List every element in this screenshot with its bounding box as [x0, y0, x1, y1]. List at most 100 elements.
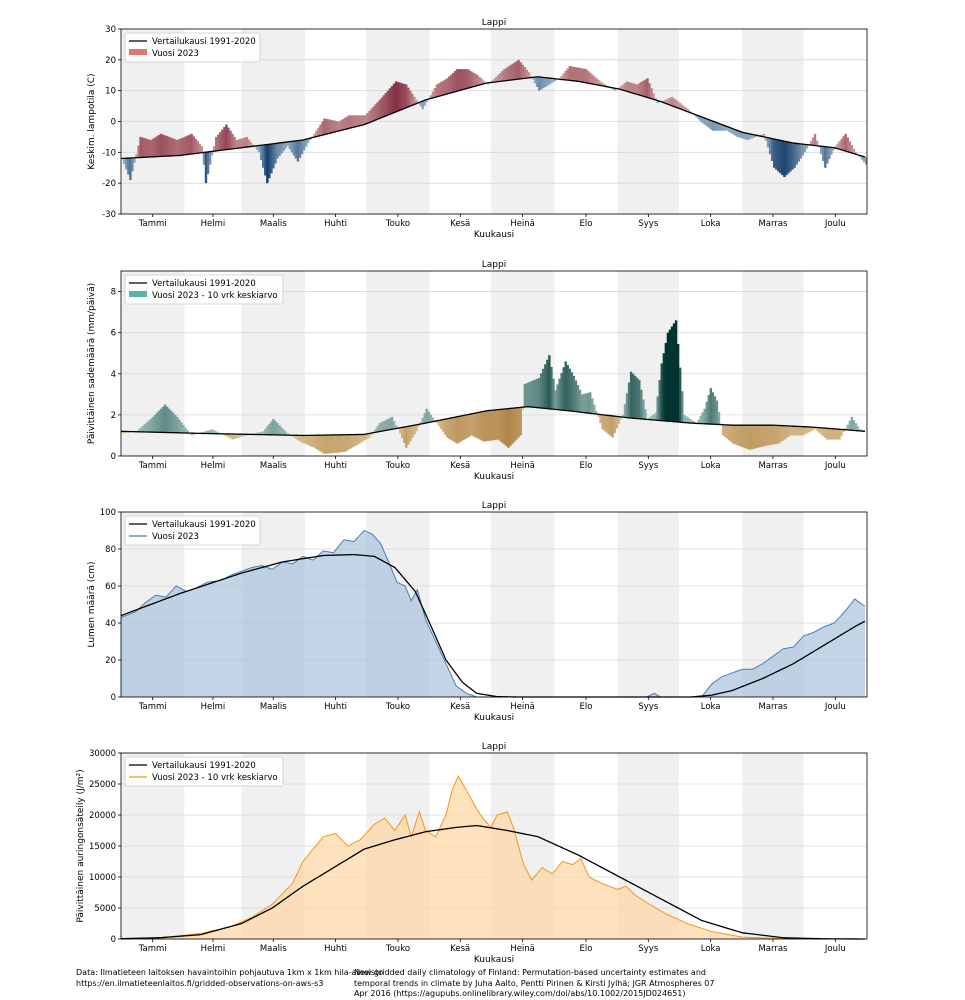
anomaly-bar	[280, 427, 283, 435]
legend-reference-label: Vertailukausi 1991-2020	[152, 520, 256, 530]
anomaly-bar	[286, 142, 289, 147]
anomaly-bar	[233, 434, 236, 439]
anomaly-bar	[182, 424, 185, 433]
anomaly-bar	[617, 87, 621, 89]
anomaly-bar	[364, 115, 367, 125]
anomaly-bar	[734, 425, 737, 445]
anomaly-bar	[723, 125, 727, 131]
anomaly-bar	[161, 406, 165, 433]
anomaly-bar	[419, 102, 422, 107]
year-area	[121, 530, 865, 697]
anomaly-bar	[245, 136, 249, 148]
anomaly-bar	[685, 416, 688, 423]
anomaly-bar	[204, 431, 208, 434]
anomaly-bar	[388, 88, 392, 115]
anomaly-bar	[427, 411, 430, 423]
anomaly-bar	[439, 420, 443, 429]
anomaly-bar	[349, 115, 353, 129]
anomaly-bar	[443, 79, 447, 95]
anomaly-bar	[815, 140, 819, 146]
month-shade	[490, 512, 555, 697]
anomaly-bar	[378, 99, 381, 119]
anomaly-bar	[466, 69, 469, 89]
anomaly-bar	[597, 414, 600, 417]
anomaly-bar	[537, 377, 541, 408]
anomaly-bar	[127, 158, 130, 175]
anomaly-bar	[715, 400, 719, 425]
y-tick-label: 100	[100, 508, 116, 518]
anomaly-bar	[566, 68, 569, 81]
anomaly-bar	[852, 420, 856, 431]
anomaly-bar	[509, 408, 512, 446]
anomaly-bar	[129, 158, 132, 181]
anomaly-bar	[262, 145, 265, 168]
anomaly-bar	[668, 97, 672, 105]
anomaly-bar	[215, 136, 218, 152]
anomaly-bar	[507, 408, 510, 448]
anomaly-bar	[380, 97, 383, 119]
y-tick-label: 4	[111, 370, 116, 380]
anomaly-bar	[456, 69, 459, 92]
anomaly-bar	[331, 120, 334, 133]
anomaly-bar	[584, 393, 588, 413]
anomaly-bar	[233, 136, 236, 149]
anomaly-bar	[194, 138, 197, 154]
anomaly-bar	[525, 383, 529, 407]
anomaly-bar	[149, 419, 153, 433]
anomaly-bar	[388, 417, 392, 430]
anomaly-bar	[644, 409, 647, 420]
anomaly-bar	[666, 98, 670, 104]
anomaly-bar	[413, 96, 416, 105]
anomaly-bar	[311, 435, 314, 447]
anomaly-bar	[777, 139, 780, 172]
anomaly-bar	[188, 134, 191, 155]
anomaly-bar	[517, 407, 520, 438]
anomaly-bar	[331, 434, 334, 454]
anomaly-bar	[564, 70, 567, 80]
y-tick-label: 8	[111, 288, 116, 298]
anomaly-bar	[448, 418, 451, 439]
anomaly-bar	[736, 129, 739, 137]
anomaly-bar	[648, 83, 651, 98]
anomaly-bar	[315, 435, 318, 450]
anomaly-bar	[654, 412, 657, 421]
legend-year-label: Vuosi 2023	[152, 532, 199, 542]
anomaly-bar	[605, 85, 608, 87]
anomaly-bar	[744, 132, 747, 140]
anomaly-bar	[441, 419, 445, 432]
anomaly-bar	[811, 427, 815, 431]
anomaly-bar	[848, 141, 851, 153]
anomaly-bar	[531, 77, 535, 80]
anomaly-bar	[586, 392, 590, 413]
anomaly-bar	[374, 104, 377, 121]
anomaly-bar	[856, 426, 860, 431]
anomaly-bar	[262, 431, 265, 435]
anomaly-bar	[343, 117, 347, 130]
x-tick-label: Maalis	[260, 702, 287, 712]
anomaly-bar	[599, 414, 602, 424]
anomaly-bar	[738, 130, 741, 138]
x-tick-label: Huhti	[324, 461, 347, 471]
x-tick-label: Tammi	[138, 461, 167, 471]
anomaly-bar	[775, 139, 778, 170]
anomaly-bar	[807, 426, 811, 433]
anomaly-bar	[760, 134, 764, 137]
anomaly-bar	[572, 375, 576, 412]
anomaly-bar	[315, 130, 318, 137]
anomaly-bar	[407, 426, 410, 445]
anomaly-bar	[386, 419, 390, 431]
anomaly-bar	[660, 363, 663, 421]
anomaly-bar	[172, 412, 175, 433]
anomaly-bar	[578, 67, 582, 82]
anomaly-bar	[290, 141, 294, 153]
x-tick-label: Touko	[385, 944, 410, 954]
x-tick-label: Marras	[758, 944, 788, 954]
anomaly-bar	[732, 128, 735, 135]
anomaly-bar	[699, 415, 702, 424]
anomaly-bar	[398, 82, 402, 111]
anomaly-bar	[339, 434, 343, 453]
anomaly-bar	[403, 83, 406, 109]
y-tick-label: 5000	[94, 904, 116, 914]
anomaly-bar	[544, 77, 547, 87]
anomaly-bar	[772, 138, 776, 168]
